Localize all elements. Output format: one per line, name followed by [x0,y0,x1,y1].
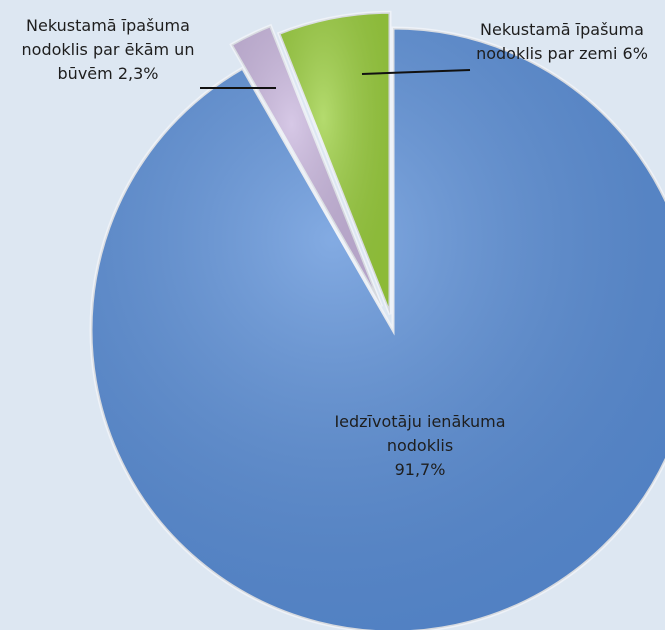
slice-shade [231,25,382,307]
slice-label: Nekustamā īpašuma nodoklis par ēkām un b… [21,16,195,83]
slice-label: Iedzīvotāju ienākuma nodoklis 91,7% [334,412,506,479]
slice-shade [91,28,665,630]
leader-line [361,69,471,75]
slice-label: Nekustamā īpašuma nodoklis par zemi 6% [476,20,648,63]
slice-shade [278,12,391,315]
